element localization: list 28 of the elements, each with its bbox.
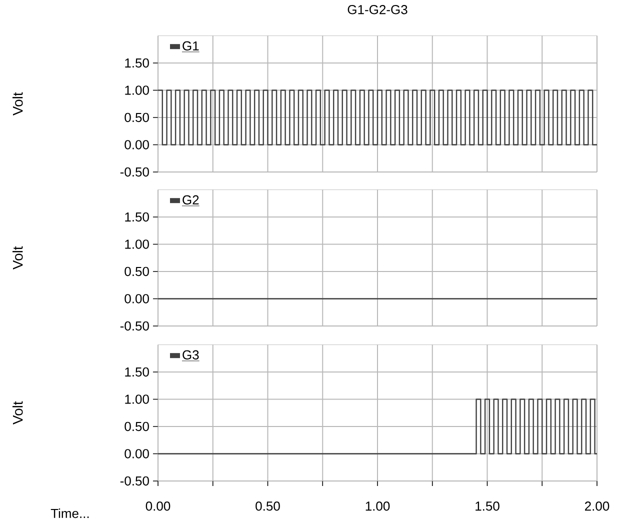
y-tick-label: 0.50 [124,266,149,276]
legend-label: G3 [182,350,199,360]
y-tick-label: -0.50 [120,167,149,177]
y-tick-label: 0.50 [124,422,149,432]
y-tick-label: 1.00 [125,240,149,249]
x-tick-label: 0.00 [146,502,170,511]
x-tick-label: 1.50 [476,502,500,511]
y-axis-title: Volt [12,246,23,270]
x-tick-label: 1.00 [366,502,390,511]
x-tick-label: 0.50 [256,502,280,511]
y-tick-label: 1.00 [125,86,149,95]
chart-title: G1-G2-G3 [348,5,408,14]
legend-label: G2 [182,195,199,204]
y-tick-label: 1.50 [125,58,149,68]
x-axis-title: Time... [50,508,89,518]
y-tick-label: 0.00 [124,449,149,458]
x-tick-label: 2.00 [585,502,610,511]
y-tick-label: 0.00 [124,294,149,304]
y-axis-title: Volt [12,92,23,116]
y-axis-title: Volt [12,401,23,424]
y-tick-label: 1.50 [125,367,149,377]
legend-label: G1 [182,41,199,51]
y-tick-label: 1.50 [125,212,149,222]
y-tick-label: -0.50 [120,476,149,486]
y-tick-label: 0.50 [124,112,149,122]
y-tick-label: -0.50 [120,321,149,331]
y-tick-label: 0.00 [124,140,149,150]
y-tick-label: 1.00 [125,394,149,404]
